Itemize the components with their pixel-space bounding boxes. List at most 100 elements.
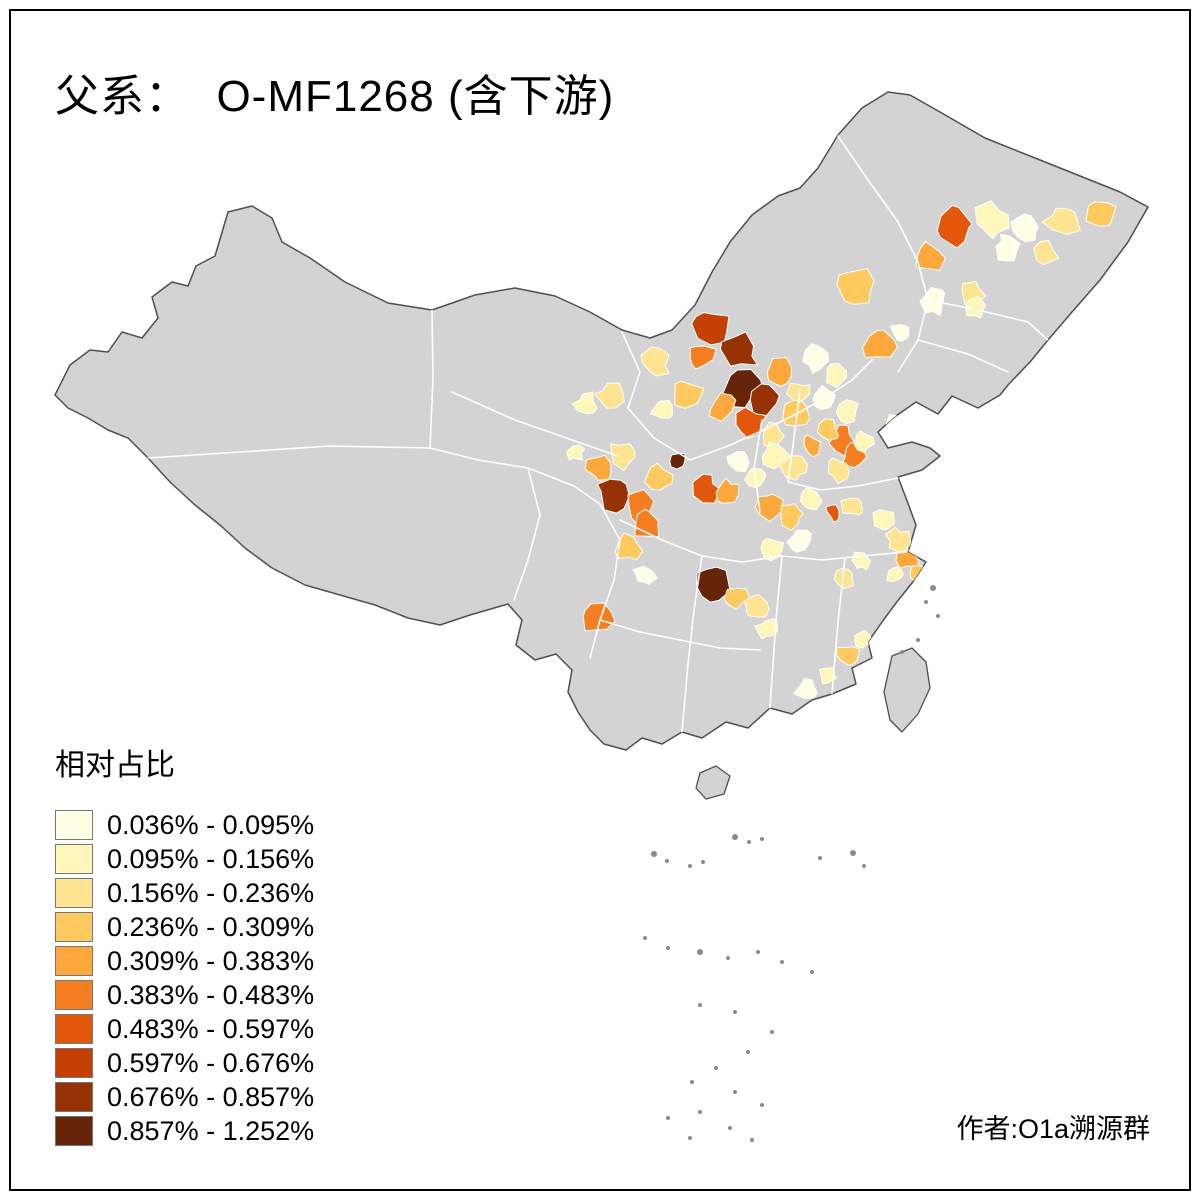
legend-swatch xyxy=(55,1082,93,1112)
map-region xyxy=(786,383,811,402)
taiwan-island xyxy=(883,647,931,733)
legend-item: 0.383% - 0.483% xyxy=(55,978,314,1012)
map-region xyxy=(835,399,859,425)
map-region xyxy=(1010,213,1039,243)
map-region xyxy=(610,443,636,471)
map-region xyxy=(644,462,674,491)
legend-swatch xyxy=(55,810,93,840)
map-region xyxy=(565,444,586,461)
attribution: 作者:O1a溯源群 xyxy=(956,1114,1150,1144)
map-region xyxy=(995,233,1021,262)
map-region xyxy=(872,509,895,530)
map-region xyxy=(861,329,898,359)
map-region xyxy=(825,504,840,523)
legend-item: 0.857% - 1.252% xyxy=(55,1114,314,1148)
legend-swatch xyxy=(55,946,93,976)
legend-label: 0.036% - 0.095% xyxy=(107,809,315,840)
legend-label: 0.156% - 0.236% xyxy=(107,877,315,908)
map-region xyxy=(584,454,612,481)
legend-swatch xyxy=(55,878,93,908)
map-region xyxy=(840,497,864,516)
legend-item: 0.095% - 0.156% xyxy=(55,842,314,876)
island-speck xyxy=(665,859,669,863)
map-region xyxy=(883,412,911,440)
map-region xyxy=(720,331,759,367)
map-region xyxy=(802,343,829,374)
map-region xyxy=(779,455,809,481)
map-region xyxy=(890,324,910,342)
map-region xyxy=(974,200,1010,240)
small-islands xyxy=(643,585,940,1142)
legend-swatch xyxy=(55,980,93,1010)
island-speck xyxy=(688,1136,692,1140)
legend-item: 0.309% - 0.383% xyxy=(55,944,314,978)
map-region xyxy=(649,400,673,419)
map-region xyxy=(754,493,784,522)
legend-label: 0.309% - 0.383% xyxy=(107,945,315,976)
legend-item: 0.236% - 0.309% xyxy=(55,910,314,944)
map-region xyxy=(833,567,854,590)
map-region xyxy=(632,565,658,585)
island-speck xyxy=(760,837,764,841)
map-region xyxy=(723,587,751,610)
island-speck xyxy=(698,1110,702,1114)
map-region xyxy=(640,346,670,377)
legend-label: 0.383% - 0.483% xyxy=(107,979,315,1010)
island-speck xyxy=(728,1126,732,1130)
hainan-island xyxy=(695,765,731,800)
map-region xyxy=(691,312,730,346)
map-region xyxy=(782,399,811,427)
map-region xyxy=(726,450,750,473)
map-region xyxy=(614,532,644,561)
province-borders xyxy=(147,135,1049,733)
map-region xyxy=(692,473,722,504)
island-speck xyxy=(747,840,751,844)
island-speck xyxy=(862,864,866,868)
legend-title: 相对占比 xyxy=(55,749,175,782)
map-region xyxy=(786,529,812,553)
island-speck xyxy=(916,638,920,642)
legend-item: 0.676% - 0.857% xyxy=(55,1080,314,1114)
map-region xyxy=(936,205,973,249)
map-region xyxy=(715,477,740,504)
island-speck xyxy=(924,600,928,604)
legend-label: 0.095% - 0.156% xyxy=(107,843,315,874)
legend-item: 0.483% - 0.597% xyxy=(55,1012,314,1046)
map-region xyxy=(669,452,686,470)
map-region xyxy=(1033,239,1060,266)
map-region xyxy=(905,422,918,437)
island-speck xyxy=(697,949,703,955)
legend-item: 0.597% - 0.676% xyxy=(55,1046,314,1080)
map-region xyxy=(572,391,598,415)
island-speck xyxy=(643,936,647,940)
legend: 相对占比 0.036% - 0.095% 0.095% - 0.156% 0.156… xyxy=(55,740,314,1148)
map-region xyxy=(1041,207,1081,235)
island-speck xyxy=(930,585,936,591)
map-region xyxy=(780,503,804,532)
island-speck xyxy=(698,1003,702,1007)
island-speck xyxy=(733,1090,737,1094)
legend-label: 0.857% - 1.252% xyxy=(107,1115,315,1146)
island-speck xyxy=(651,851,657,857)
island-speck xyxy=(850,850,856,856)
island-speck xyxy=(746,1050,750,1054)
colored-regions xyxy=(565,200,1117,700)
legend-label: 0.676% - 0.857% xyxy=(107,1081,315,1112)
island-speck xyxy=(733,1010,737,1014)
island-speck xyxy=(701,860,705,864)
china-mainland xyxy=(54,91,1149,751)
map-region xyxy=(689,345,717,370)
map-region xyxy=(709,392,737,422)
legend-item: 0.156% - 0.236% xyxy=(55,876,314,910)
island-speck xyxy=(714,1066,718,1070)
map-region xyxy=(766,357,793,387)
map-region xyxy=(749,383,780,417)
island-speck xyxy=(810,970,814,974)
map-region xyxy=(965,295,987,319)
map-region xyxy=(593,382,625,409)
island-speck xyxy=(690,1080,694,1084)
island-speck xyxy=(688,864,692,868)
map-region xyxy=(800,486,823,511)
